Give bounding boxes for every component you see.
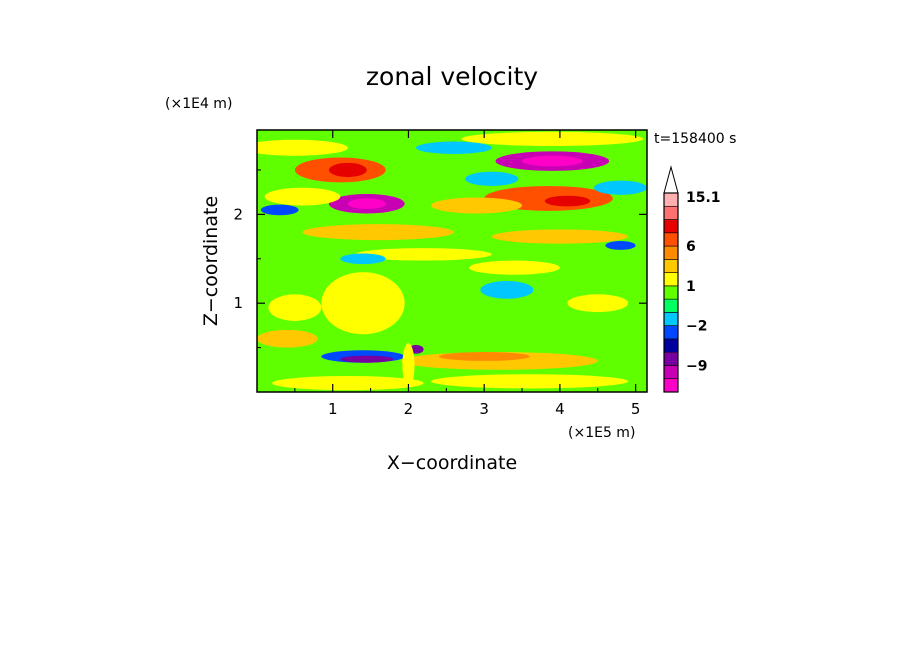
x-tick-label-0: 1 bbox=[328, 400, 338, 418]
field-region-20 bbox=[469, 260, 560, 275]
field-region-14 bbox=[416, 141, 492, 154]
field-region-11 bbox=[431, 197, 523, 214]
field-region-3 bbox=[347, 198, 386, 210]
field-region-24 bbox=[268, 294, 322, 321]
colorbar-tick-label-3: −2 bbox=[686, 319, 707, 335]
y-tick-label-0: 1 bbox=[233, 294, 243, 312]
field-region-8 bbox=[257, 139, 348, 156]
colorbar-swatch-2 bbox=[663, 351, 679, 366]
colorbar-swatch-4 bbox=[663, 325, 679, 340]
colorbar: 15.1 6 1 −2 −9 bbox=[663, 165, 721, 393]
field-region-10 bbox=[264, 187, 341, 206]
colorbar-swatch-11 bbox=[663, 232, 679, 247]
colorbar-swatch-10 bbox=[663, 245, 679, 260]
x-tick-label-2: 3 bbox=[479, 400, 489, 418]
colorbar-tick-label-1: 6 bbox=[686, 239, 696, 255]
field-region-32 bbox=[272, 376, 424, 391]
x-axis-title: X−coordinate bbox=[387, 452, 517, 474]
field-region-1 bbox=[328, 162, 367, 178]
field-region-22 bbox=[480, 280, 534, 299]
x-tick-label-1: 2 bbox=[404, 400, 414, 418]
field-region-15 bbox=[593, 180, 647, 195]
colorbar-tick-label-2: 1 bbox=[686, 279, 696, 295]
field-region-18 bbox=[605, 241, 636, 250]
colorbar-frame bbox=[663, 192, 679, 393]
colorbar-swatch-0 bbox=[663, 378, 679, 393]
field-region-31 bbox=[438, 352, 530, 361]
colorbar-swatch-14 bbox=[663, 192, 679, 207]
x-unit-label: (×1E5 m) bbox=[568, 425, 635, 441]
y-unit-label: (×1E4 m) bbox=[165, 96, 232, 112]
field-region-26 bbox=[257, 329, 318, 348]
colorbar-swatch-8 bbox=[663, 272, 679, 287]
y-axis: 12 bbox=[233, 169, 647, 349]
colorbar-extend-triangle bbox=[663, 165, 679, 194]
field-region-25 bbox=[567, 294, 629, 313]
heatmap-field bbox=[257, 130, 647, 392]
chart-title: zonal velocity bbox=[366, 62, 538, 91]
colorbar-swatch-13 bbox=[663, 205, 679, 220]
y-tick-label-1: 2 bbox=[233, 205, 243, 223]
field-region-9 bbox=[461, 131, 644, 146]
field-region-12 bbox=[260, 204, 299, 216]
x-tick-label-4: 5 bbox=[631, 400, 641, 418]
colorbar-swatch-1 bbox=[663, 365, 679, 380]
colorbar-swatch-3 bbox=[663, 338, 679, 353]
field-region-33 bbox=[431, 374, 629, 389]
plot-frame bbox=[256, 129, 648, 393]
y-axis-title: Z−coordinate bbox=[200, 196, 222, 326]
field-region-19 bbox=[355, 248, 492, 261]
colorbar-tick-label-0: 15.1 bbox=[686, 190, 721, 206]
timestamp-label: t=158400 s bbox=[654, 131, 736, 147]
field-region-5 bbox=[522, 155, 583, 167]
field-region-28 bbox=[340, 355, 394, 363]
colorbar-swatch-9 bbox=[663, 259, 679, 273]
field-region-17 bbox=[491, 229, 629, 244]
field-region-23 bbox=[321, 272, 405, 335]
colorbar-swatch-7 bbox=[663, 285, 679, 300]
field-region-13 bbox=[465, 171, 519, 186]
colorbar-swatch-5 bbox=[663, 312, 679, 326]
field-region-34 bbox=[402, 343, 415, 388]
field-region-16 bbox=[302, 224, 454, 241]
colorbar-tick-label-4: −9 bbox=[686, 358, 707, 374]
x-tick-label-3: 4 bbox=[555, 400, 565, 418]
colorbar-swatch-6 bbox=[663, 298, 679, 313]
field-region-7 bbox=[544, 195, 591, 207]
x-axis: 1 2 3 4 5 bbox=[294, 130, 641, 418]
colorbar-swatch-12 bbox=[663, 219, 679, 234]
field-region-21 bbox=[340, 253, 386, 265]
